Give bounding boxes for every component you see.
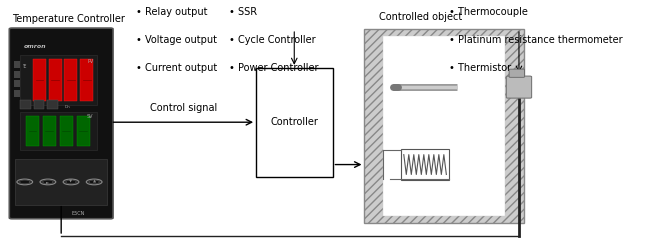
Bar <box>49 59 62 101</box>
Circle shape <box>40 179 56 185</box>
Bar <box>14 81 20 87</box>
Bar <box>364 29 524 223</box>
Bar <box>76 116 90 146</box>
Text: • Platinum resistance thermometer: • Platinum resistance thermometer <box>449 35 622 45</box>
Text: • Current output: • Current output <box>136 63 217 73</box>
Text: • Power Controller: • Power Controller <box>229 63 319 73</box>
Text: ►: ► <box>47 180 49 184</box>
Bar <box>20 100 31 109</box>
Bar <box>256 68 332 177</box>
Bar <box>43 116 56 146</box>
Bar <box>15 159 108 204</box>
Text: Temperature Controller: Temperature Controller <box>12 14 125 24</box>
Bar <box>401 149 449 180</box>
Text: • SSR: • SSR <box>229 7 257 17</box>
Text: Controlled object: Controlled object <box>378 12 462 22</box>
Text: Control signal: Control signal <box>150 103 217 113</box>
Text: • Voltage output: • Voltage output <box>136 35 217 45</box>
Text: • Thermistor: • Thermistor <box>449 63 511 73</box>
FancyBboxPatch shape <box>506 76 531 98</box>
Circle shape <box>43 180 53 184</box>
Circle shape <box>66 180 76 184</box>
Text: • Cycle Controller: • Cycle Controller <box>229 35 316 45</box>
Bar <box>47 100 59 109</box>
Text: SV: SV <box>87 114 94 119</box>
Bar <box>26 116 39 146</box>
Bar <box>20 55 96 105</box>
Circle shape <box>89 180 99 184</box>
Text: • Thermocouple: • Thermocouple <box>449 7 528 17</box>
Text: ▲: ▲ <box>92 180 96 184</box>
Circle shape <box>63 179 79 185</box>
Text: omron: omron <box>24 44 47 49</box>
Bar <box>34 100 45 109</box>
Text: E5CN: E5CN <box>71 211 84 216</box>
Bar <box>65 59 77 101</box>
Bar <box>14 61 20 68</box>
Text: ▼: ▼ <box>69 180 72 184</box>
Circle shape <box>20 180 30 184</box>
Text: Dn: Dn <box>65 105 70 109</box>
FancyBboxPatch shape <box>9 28 113 219</box>
Bar <box>33 59 46 101</box>
Text: PV: PV <box>87 59 94 64</box>
Bar <box>14 90 20 97</box>
Bar <box>14 71 20 77</box>
Text: 'E: 'E <box>22 64 27 69</box>
Bar <box>383 36 505 216</box>
Text: Controller: Controller <box>271 117 318 127</box>
Circle shape <box>86 179 102 185</box>
Text: • Relay output: • Relay output <box>136 7 208 17</box>
Bar <box>80 59 93 101</box>
FancyBboxPatch shape <box>509 69 525 77</box>
Bar <box>60 116 72 146</box>
Bar <box>20 112 96 150</box>
Circle shape <box>17 179 33 185</box>
